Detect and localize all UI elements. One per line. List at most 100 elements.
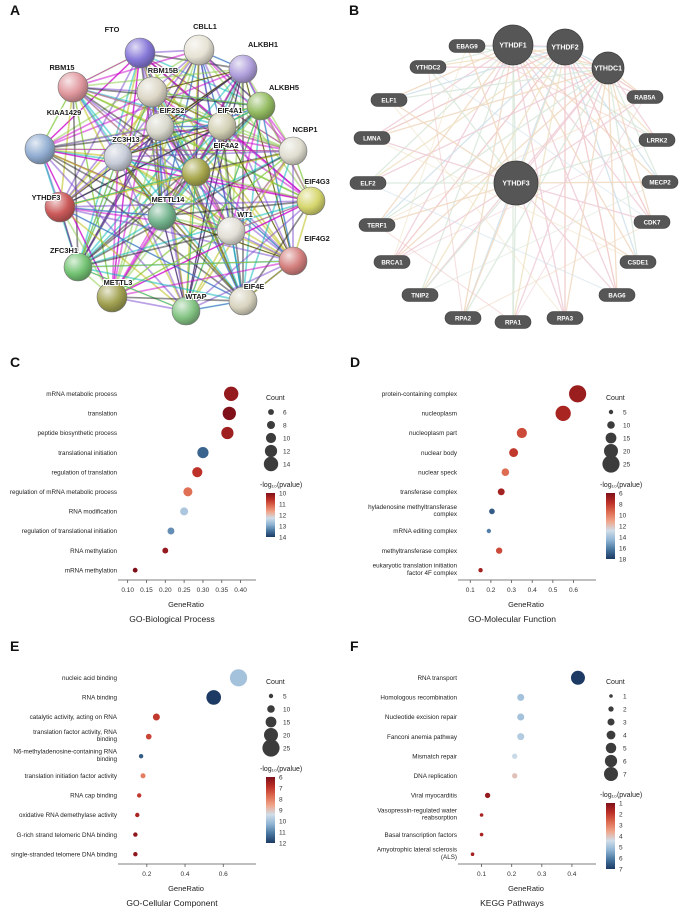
network-edge	[221, 125, 294, 262]
network-edge	[607, 67, 618, 296]
count-legend-label: 3	[623, 719, 627, 726]
network-edge	[391, 45, 468, 263]
category-label: Basal transcription factors	[385, 832, 457, 839]
network-edge	[564, 46, 661, 183]
network-node	[57, 71, 89, 103]
network-node-label: YTHDF3	[32, 193, 61, 202]
dot	[222, 406, 236, 421]
network-edge	[371, 46, 566, 139]
color-legend-bar	[266, 493, 275, 537]
dot	[517, 693, 525, 701]
network-edge	[515, 182, 639, 263]
color-legend-tick-label: 4	[619, 834, 623, 841]
count-legend-dot	[609, 694, 613, 698]
count-legend-label: 10	[283, 706, 291, 713]
network-node-label: ZC3H13	[112, 135, 140, 144]
dot	[479, 832, 484, 837]
x-axis-title: GeneRatio	[508, 600, 544, 609]
color-legend-bar	[266, 777, 275, 843]
network-edge	[391, 67, 609, 263]
category-label: protein-containing complex	[382, 391, 458, 398]
network-edge	[515, 182, 618, 296]
network-edge	[512, 44, 646, 98]
category-label: N6-methyladenosine-containing RNA binding	[13, 749, 117, 763]
category-label: peptide biosynthetic process	[38, 430, 117, 437]
color-legend-tick-label: 16	[619, 546, 627, 553]
network-node	[591, 51, 625, 85]
network-node-label: RBM15	[49, 63, 74, 72]
dot	[197, 447, 209, 459]
dotplot-go-molecular-function: 0.1 0.2 0.3 0.4 0.5 0.6 protein-containing com…	[368, 385, 642, 624]
network-edge	[159, 126, 294, 262]
color-legend-tick-label: 12	[279, 841, 287, 848]
dot	[145, 733, 152, 740]
count-legend-dot	[608, 706, 614, 712]
color-legend-tick-label: 8	[619, 502, 623, 509]
network-node-label: NCBP1	[292, 125, 317, 134]
dot	[192, 467, 203, 478]
network-edge	[59, 206, 163, 217]
network-node	[633, 215, 671, 229]
network-edge	[427, 66, 464, 319]
dot	[486, 528, 492, 534]
color-legend-tick-label: 12	[279, 513, 287, 520]
color-legend-tick-label: 3	[619, 823, 623, 830]
category-label: single-stranded telomere DNA binding	[11, 851, 118, 858]
category-label: transferase complex	[400, 489, 458, 496]
color-legend-tick-label: 11	[279, 502, 286, 509]
color-legend-tick-label: 10	[279, 491, 287, 498]
count-legend-dot	[267, 705, 275, 713]
category-label: translation	[88, 411, 118, 418]
network-edge	[427, 46, 566, 68]
network-node	[493, 160, 539, 206]
x-axis-tick-label: 0.6	[569, 587, 578, 594]
network-edge	[419, 181, 661, 296]
color-legend-tick-label: 7	[619, 867, 623, 874]
network-edge	[466, 45, 658, 141]
x-axis-tick-label: 0.4	[181, 871, 190, 878]
x-axis-tick-label: 0.10	[121, 587, 134, 594]
count-legend-label: 15	[623, 435, 631, 442]
color-legend-bar	[606, 803, 615, 869]
network-node-label: YTHDF2	[551, 44, 578, 51]
category-label: regulation of mRNA metabolic process	[10, 489, 117, 496]
count-legend-title: Count	[606, 395, 625, 402]
network-node-label: EIF4G3	[304, 177, 329, 186]
count-legend-label: 10	[283, 435, 291, 442]
color-legend-tick-label: 1	[619, 801, 623, 808]
network-node-label: ZFC3H1	[50, 246, 78, 255]
network-node	[228, 286, 258, 316]
network-node-label: EBAG9	[456, 43, 478, 50]
network-node	[246, 91, 276, 121]
network-edge	[117, 52, 141, 158]
panel-d: D 0.1 0.2 0.3 0.4 0.5 0.6 protein-containing c…	[340, 352, 679, 636]
color-legend-tick-label: 6	[619, 856, 623, 863]
category-label: Amyotrophic lateral sclerosis (ALS)	[377, 847, 457, 861]
color-legend-tick-label: 12	[619, 524, 627, 531]
category-label: catalytic activity, acting on RNA	[30, 714, 118, 721]
network-edge	[564, 67, 609, 319]
network-node	[103, 142, 133, 172]
plot-title: GO-Molecular Function	[468, 614, 556, 624]
network-edge	[59, 206, 294, 262]
count-legend-dot	[268, 409, 274, 415]
network-edge	[39, 91, 153, 150]
network-edge	[427, 66, 517, 184]
x-axis-tick-label: 0.40	[234, 587, 247, 594]
network-edge	[59, 206, 232, 232]
network-edge	[564, 46, 658, 141]
network-node-label: YTHDF3	[502, 180, 529, 187]
network-edge	[376, 44, 514, 226]
network-node	[409, 60, 447, 74]
network-edge	[117, 156, 244, 302]
color-legend-title: -log₁₀(pvalue)	[600, 482, 642, 489]
dot	[138, 754, 144, 759]
network-edge	[391, 46, 566, 263]
network-edge	[117, 125, 223, 158]
network-edge	[77, 171, 197, 268]
network-node	[494, 315, 532, 329]
count-legend-label: 2	[623, 706, 627, 713]
network-node-label: RAB5A	[634, 94, 656, 101]
network-edge	[564, 46, 618, 296]
network-node	[626, 90, 664, 104]
